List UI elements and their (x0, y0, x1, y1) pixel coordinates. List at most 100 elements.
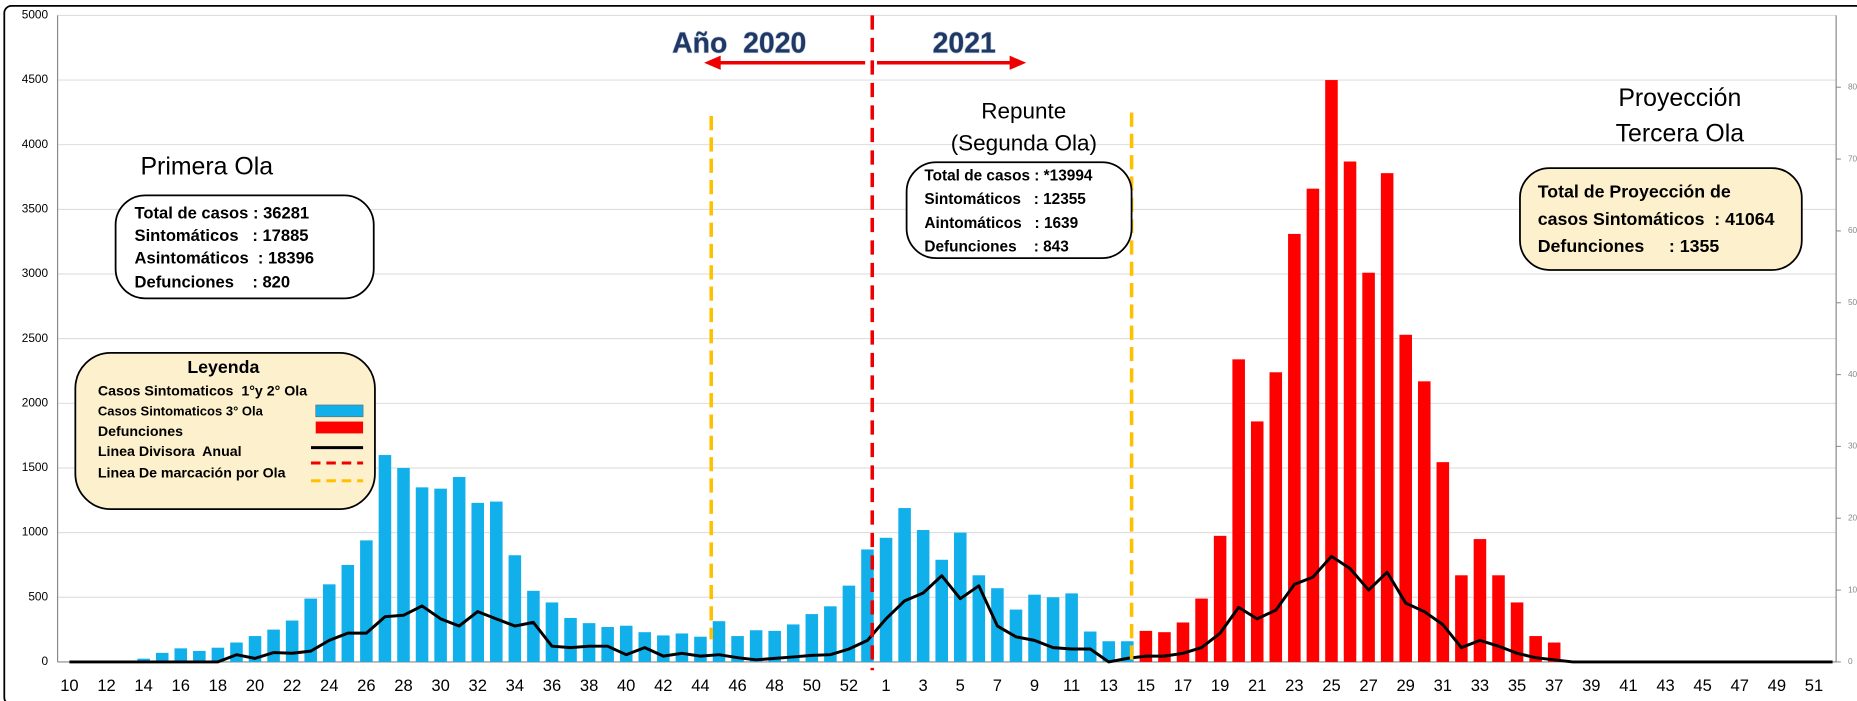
bar (601, 627, 614, 662)
bar (1083, 631, 1097, 662)
legend-label: Casos Sintomaticos 3° Ola (98, 404, 264, 419)
x-tick-label: 20 (246, 676, 264, 695)
bar (1343, 161, 1357, 662)
bar (322, 584, 336, 662)
bar (1325, 80, 1338, 662)
x-tick-label: 17 (1174, 676, 1192, 695)
x-tick-label: 13 (1100, 676, 1118, 695)
bar (415, 487, 429, 662)
bar (657, 635, 670, 662)
x-tick-label: 11 (1063, 676, 1080, 695)
bar (434, 488, 447, 662)
year-label: 2021 (933, 27, 996, 59)
bar (842, 585, 856, 662)
wave-title: Tercera Ola (1616, 120, 1745, 148)
x-tick-label: 16 (172, 676, 190, 695)
bar (285, 620, 299, 662)
bar (898, 508, 911, 662)
wave-title: Primera Ola (140, 153, 273, 181)
x-tick-label: 27 (1359, 676, 1377, 695)
x-tick-label: 15 (1137, 676, 1155, 695)
info-line: Sintomáticos : 12355 (924, 191, 1086, 208)
bar (1065, 593, 1078, 662)
x-tick-label: 50 (803, 676, 821, 695)
wave-title: Proyección (1618, 84, 1741, 112)
bar (1250, 421, 1264, 662)
bar (879, 537, 893, 662)
bar (768, 630, 781, 662)
wave-title: (Segunda Ola) (951, 130, 1097, 155)
info-line: Sintomáticos : 17885 (135, 226, 309, 245)
y-tick-label: 0 (42, 654, 49, 668)
bar (174, 648, 188, 662)
bar (1417, 381, 1431, 662)
x-tick-label: 47 (1731, 676, 1749, 695)
x-tick-label: 10 (60, 676, 78, 695)
y-tick-label: 2000 (22, 395, 49, 409)
wave-title: Repunte (981, 98, 1066, 123)
bar (397, 467, 410, 662)
bar (545, 602, 559, 662)
x-tick-label: 31 (1434, 676, 1452, 695)
bar (1399, 334, 1412, 662)
x-tick-label: 34 (506, 676, 524, 695)
info-box (1519, 167, 1803, 271)
bar (786, 624, 800, 662)
bar (1213, 535, 1227, 662)
x-tick-label: 38 (580, 676, 598, 695)
y-tick-label: 4500 (22, 72, 49, 86)
legend-label: Linea Divisora Anual (98, 444, 242, 460)
y2-tick-label: 30 (1848, 442, 1857, 451)
bar (471, 502, 485, 662)
legend-swatch (315, 421, 364, 434)
x-tick-label: 21 (1248, 676, 1266, 695)
bar (1362, 272, 1375, 662)
x-tick-label: 14 (134, 676, 152, 695)
bar (1046, 597, 1060, 662)
bar (582, 623, 596, 662)
x-tick-label: 42 (654, 676, 672, 695)
y-tick-label: 4000 (22, 137, 49, 151)
arrow-head (1009, 55, 1027, 70)
bar (805, 614, 819, 662)
bar (972, 575, 986, 662)
bar (1139, 630, 1153, 662)
y2-tick-label: 70 (1848, 154, 1857, 163)
bar (1547, 642, 1561, 662)
y-tick-label: 1500 (22, 460, 49, 474)
bar (694, 636, 707, 662)
bar (267, 629, 280, 662)
year-label: Año 2020 (672, 27, 806, 59)
x-tick-label: 45 (1693, 676, 1711, 695)
y-tick-label: 500 (28, 589, 48, 603)
y-tick-label: 5000 (22, 8, 49, 22)
bar (341, 564, 355, 662)
bar (619, 625, 633, 662)
bar (1288, 233, 1301, 662)
plot: 0500100015002000250030003500400045005000… (22, 8, 1857, 696)
legend-label: Casos Sintomaticos 1°y 2° Ola (98, 384, 307, 400)
bar (230, 642, 243, 662)
bar (1195, 598, 1208, 662)
x-tick-label: 49 (1768, 676, 1786, 695)
y2-tick-label: 60 (1848, 226, 1857, 235)
bar (935, 559, 948, 662)
x-tick-label: 18 (209, 676, 227, 695)
x-tick-label: 46 (728, 676, 746, 695)
x-tick-label: 5 (956, 676, 965, 695)
y2-tick-label: 20 (1848, 513, 1857, 522)
x-tick-label: 43 (1656, 676, 1674, 695)
info-line: Total de casos : *13994 (924, 167, 1093, 184)
bar (564, 617, 577, 662)
x-tick-label: 3 (919, 676, 928, 695)
legend-title: Leyenda (187, 357, 259, 377)
x-tick-label: 23 (1285, 676, 1303, 695)
x-tick-label: 29 (1396, 676, 1414, 695)
bar (1380, 173, 1394, 662)
bar (1102, 641, 1116, 662)
x-tick-label: 7 (993, 676, 1002, 695)
x-tick-label: 51 (1805, 676, 1823, 695)
bar (360, 540, 373, 662)
bar (508, 555, 522, 662)
x-tick-label: 52 (840, 676, 858, 695)
